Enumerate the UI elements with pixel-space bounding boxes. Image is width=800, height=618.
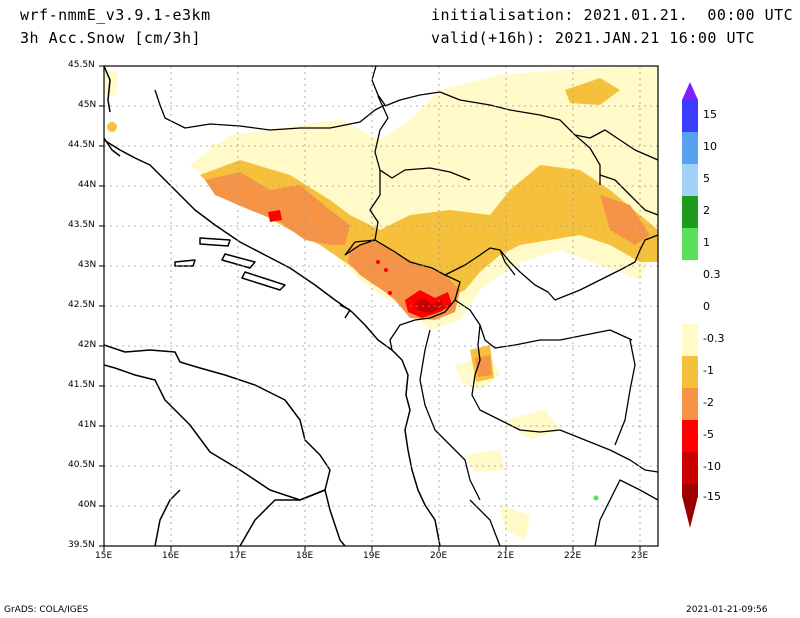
snow-moderate-area: [200, 160, 658, 300]
lat-label: 43N: [78, 260, 97, 270]
colorbar-label: -5: [703, 428, 714, 441]
coastlines: [104, 66, 441, 546]
valid-time: valid(+16h): 2021.JAN.21 16:00 UTC: [431, 29, 756, 47]
grads-credit: GrADS: COLA/IGES: [4, 605, 89, 615]
lon-label: 16E: [162, 551, 180, 561]
colorbar-label: -10: [703, 460, 721, 473]
colorbar-label: 15: [703, 108, 717, 121]
model-title: wrf-nmmE_v3.9.1-e3km: [20, 6, 211, 24]
init-time: initialisation: 2021.01.21. 00:00 UTC: [431, 6, 794, 24]
lat-label: 39.5N: [68, 540, 95, 550]
grid-lines: [104, 66, 658, 546]
lat-label: 45N: [78, 100, 97, 110]
lat-label: 43.5N: [68, 220, 95, 230]
colorbar-label: 2: [703, 204, 710, 217]
colorbar-label: -2: [703, 396, 714, 409]
colorbar-label: 0: [703, 300, 710, 313]
lat-label: 41N: [78, 420, 97, 430]
colorbar-label: -0.3: [703, 332, 725, 345]
snow-heavy-area: [205, 172, 350, 245]
lat-label: 44N: [78, 180, 97, 190]
colorbar: [682, 82, 698, 528]
field-title: 3h Acc.Snow [cm/3h]: [20, 29, 202, 47]
lon-label: 17E: [229, 551, 247, 561]
snow-light-area: [190, 66, 658, 330]
lon-label: 22E: [564, 551, 582, 561]
lon-label: 15E: [95, 551, 113, 561]
lat-label: 41.5N: [68, 380, 95, 390]
axis-ticks: [99, 65, 641, 551]
colorbar-label: 0.3: [703, 268, 721, 281]
colorbar-label: -15: [703, 490, 721, 503]
snow-shading: [104, 66, 658, 540]
plot-timestamp: 2021-01-21-09:56: [686, 605, 768, 615]
colorbar-top-arrow: [682, 82, 698, 100]
lon-label: 18E: [296, 551, 314, 561]
lat-label: 40.5N: [68, 460, 95, 470]
lat-label: 42.5N: [68, 300, 95, 310]
lon-label: 23E: [631, 551, 649, 561]
country-borders: [154, 66, 658, 546]
lon-label: 19E: [363, 551, 381, 561]
lon-label: 20E: [430, 551, 448, 561]
colorbar-label: 5: [703, 172, 710, 185]
colorbar-label: 1: [703, 236, 710, 249]
lat-label: 42N: [78, 340, 97, 350]
colorbar-label: -1: [703, 364, 714, 377]
lat-label: 40N: [78, 500, 97, 510]
lat-label: 45.5N: [68, 60, 95, 70]
lon-label: 21E: [497, 551, 515, 561]
lat-label: 44.5N: [68, 140, 95, 150]
colorbar-label: 10: [703, 140, 717, 153]
colorbar-bottom-arrow: [682, 496, 698, 528]
